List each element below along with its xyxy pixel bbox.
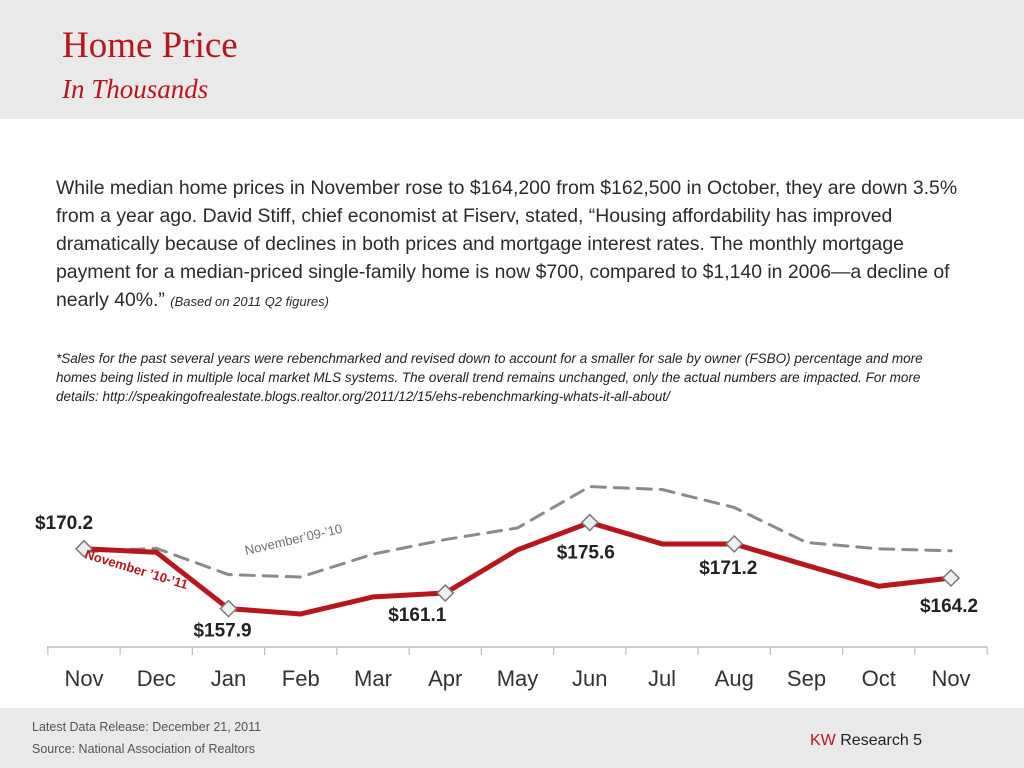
data-markers — [74, 513, 961, 618]
data-point-marker — [725, 534, 744, 554]
body-paragraph: While median home prices in November ros… — [56, 174, 971, 316]
data-label: $170.2 — [35, 513, 93, 534]
x-tick-label: Oct — [862, 666, 896, 691]
footer-bar: Latest Data Release: December 21, 2011 S… — [0, 708, 1024, 768]
header-bar: Home Price In Thousands — [0, 0, 1024, 119]
series-label-previous: November’09-’10 — [243, 521, 343, 558]
data-point-marker — [436, 583, 455, 603]
page-subtitle: In Thousands — [62, 74, 209, 104]
x-axis-ticks — [47, 647, 988, 655]
x-tick-label: Feb — [282, 666, 320, 691]
data-label: $161.1 — [388, 605, 447, 626]
series-line-previous — [82, 485, 953, 579]
data-point-marker — [219, 599, 238, 618]
x-tick-label: May — [497, 666, 539, 691]
source-text: Source: National Association of Realtors — [32, 742, 256, 756]
x-tick-label: Aug — [715, 666, 754, 691]
data-point-marker — [941, 568, 961, 588]
series-line-current — [81, 520, 954, 617]
footnote: *Sales for the past several years were r… — [56, 351, 923, 404]
brand-kw: KW — [810, 732, 836, 749]
data-label: $171.2 — [699, 558, 757, 579]
home-price-line-chart: $170.2 $157.9 $161.1 $175.6 $171.2 $164.2 Nov… — [35, 485, 988, 691]
series-lines — [81, 485, 954, 617]
x-tick-label: Jun — [572, 666, 607, 691]
x-tick-label: Mar — [354, 666, 392, 691]
data-label: $175.6 — [557, 543, 615, 564]
x-tick-label: Nov — [64, 666, 103, 691]
x-tick-labels: Nov Dec Jan Feb Mar Apr May Jun Jul Aug Sep Oct Nov — [64, 666, 970, 691]
brand-text: Research 5 — [840, 732, 923, 749]
body-paragraph-text: While median home prices in November ros… — [56, 177, 958, 311]
data-label: $157.9 — [193, 621, 251, 642]
page-title: Home Price — [62, 25, 238, 66]
brand-mark: KW Research 5 — [810, 732, 922, 750]
x-tick-label: Apr — [428, 666, 462, 691]
body-note: (Based on 2011 Q2 figures) — [170, 294, 329, 309]
x-tick-label: Jan — [211, 666, 246, 691]
data-label: $164.2 — [920, 596, 978, 617]
data-labels: $170.2 $157.9 $161.1 $175.6 $171.2 $164.2 — [35, 513, 978, 642]
x-tick-label: Jul — [648, 666, 676, 691]
x-tick-label: Nov — [931, 666, 970, 691]
x-tick-label: Sep — [787, 666, 826, 691]
x-tick-label: Dec — [137, 666, 176, 691]
data-point-marker — [74, 539, 94, 558]
release-date: Latest Data Release: December 21, 2011 — [32, 720, 262, 734]
data-point-marker — [580, 513, 599, 532]
